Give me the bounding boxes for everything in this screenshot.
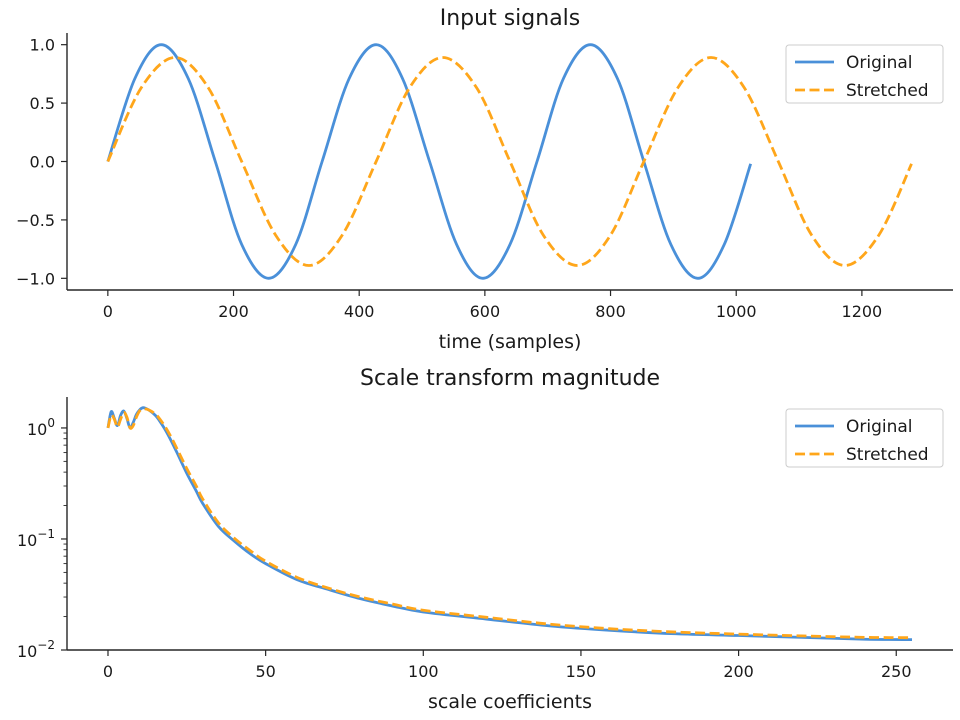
legend-label: Stretched (846, 81, 929, 101)
x-tick-label: 1000 (716, 302, 757, 321)
y-tick-label: 10−1 (17, 527, 55, 550)
y-tick-label: −0.5 (16, 211, 55, 230)
x-tick-label: 150 (566, 662, 597, 681)
y-tick-label: −1.0 (16, 269, 55, 288)
series-line-original (106, 406, 913, 642)
legend-box (785, 408, 944, 468)
y-tick-label: 0.0 (30, 153, 55, 172)
legend-label: Original (846, 417, 913, 437)
x-tick-label: 100 (408, 662, 439, 681)
input-signals-plot: Input signals time (samples) 0 200 400 600 8… (16, 6, 953, 353)
y-tick-label: 10−2 (17, 638, 55, 661)
y-tick-label: 0.5 (30, 94, 55, 113)
x-tick-label: 800 (595, 302, 626, 321)
x-tick-label: 50 (255, 662, 275, 681)
series-line-stretched (106, 407, 913, 640)
legend-label: Original (846, 53, 913, 73)
chart-title: Scale transform magnitude (360, 366, 660, 391)
x-tick-label: 0 (103, 302, 113, 321)
chart-title: Input signals (440, 6, 581, 31)
x-tick-label: 0 (103, 662, 113, 681)
legend-label: Stretched (846, 445, 929, 465)
scale-transform-plot: Scale transform magnitude scale coeffici… (17, 366, 953, 713)
x-tick-label: 600 (470, 302, 501, 321)
x-axis-label: time (samples) (439, 331, 582, 353)
x-tick-label: 250 (881, 662, 912, 681)
x-tick-label: 200 (723, 662, 754, 681)
x-tick-label: 400 (344, 302, 375, 321)
x-tick-label: 200 (218, 302, 249, 321)
x-tick-label: 1200 (842, 302, 883, 321)
y-tick-label: 100 (27, 416, 55, 439)
series-line-stretched (106, 56, 913, 267)
x-axis-label: scale coefficients (428, 691, 592, 713)
y-tick-label: 1.0 (30, 36, 55, 55)
legend-box (785, 44, 944, 104)
